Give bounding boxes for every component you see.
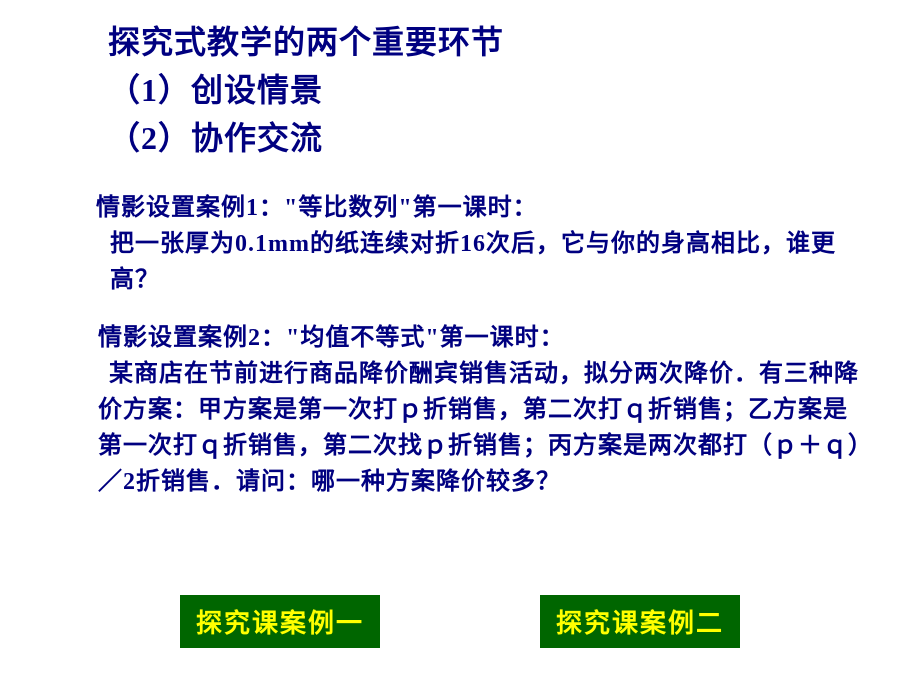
button-row: 探究课案例一 探究课案例二 (0, 595, 920, 648)
case-2: 情影设置案例2："均值不等式"第一课时： 某商店在节前进行商品降价酬宾销售活动，… (0, 298, 920, 500)
heading-line-1: 探究式教学的两个重要环节 (108, 18, 920, 66)
case-1-body: 把一张厚为0.1mm的纸连续对折16次后，它与你的身高相比，谁更高？ (96, 226, 870, 298)
heading-line-2: （1）创设情景 (108, 66, 920, 114)
heading-line-3: （2）协作交流 (108, 114, 920, 162)
case-link-1-button[interactable]: 探究课案例一 (180, 595, 380, 648)
case-link-2-button[interactable]: 探究课案例二 (540, 595, 740, 648)
case-2-title: 情影设置案例2："均值不等式"第一课时： (84, 320, 870, 356)
case-1-title: 情影设置案例1："等比数列"第一课时： (96, 190, 870, 226)
case-1: 情影设置案例1："等比数列"第一课时： 把一张厚为0.1mm的纸连续对折16次后… (0, 162, 920, 298)
slide-heading: 探究式教学的两个重要环节 （1）创设情景 （2）协作交流 (0, 0, 920, 162)
case-2-body: 某商店在节前进行商品降价酬宾销售活动，拟分两次降价．有三种降价方案：甲方案是第一… (84, 356, 870, 500)
